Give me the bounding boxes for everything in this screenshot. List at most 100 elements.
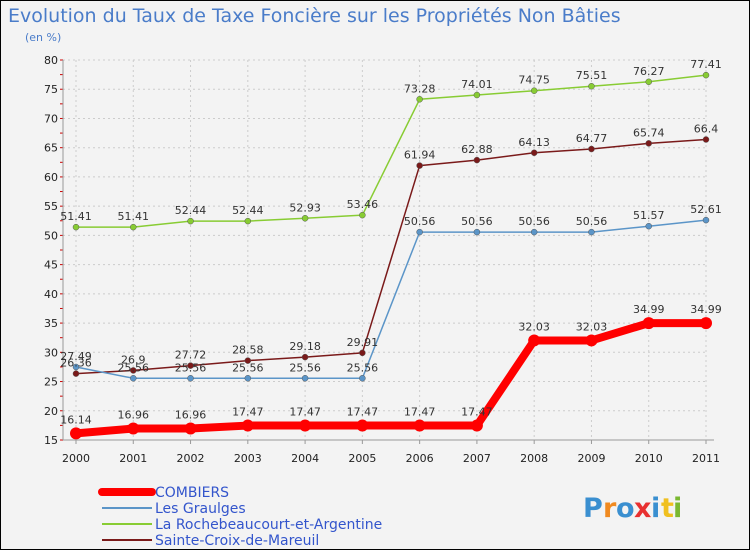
data-point-combiers	[642, 317, 655, 330]
y-tick-label: 45	[44, 259, 58, 272]
data-label-combiers: 17.47	[289, 406, 321, 419]
y-tick-label: 75	[44, 83, 58, 96]
data-point-les-graulges	[72, 363, 80, 371]
data-label-combiers: 16.14	[60, 413, 92, 426]
x-tick-label: 2003	[234, 452, 262, 465]
data-label-combiers: 17.47	[232, 406, 264, 419]
data-point-la-rochebeaucourt-et-argentine	[588, 82, 595, 90]
data-label-la-rochebeaucourt-et-argentine: 52.44	[175, 204, 207, 217]
data-label-sainte-croix-de-mareuil: 29.91	[347, 336, 379, 349]
data-point-les-graulges	[187, 375, 194, 382]
x-tick-label: 2008	[520, 452, 548, 465]
data-point-sainte-croix-de-mareuil	[130, 367, 137, 374]
x-tick-label: 2006	[406, 452, 434, 465]
series	[70, 71, 712, 440]
data-point-la-rochebeaucourt-et-argentine	[187, 217, 194, 225]
y-tick-label: 80	[44, 54, 58, 67]
data-label-la-rochebeaucourt-et-argentine: 74.75	[518, 74, 550, 87]
data-point-les-graulges	[130, 375, 137, 382]
data-point-la-rochebeaucourt-et-argentine	[702, 71, 710, 79]
data-label-les-graulges: 25.56	[347, 361, 379, 374]
data-label-sainte-croix-de-mareuil: 64.13	[518, 136, 550, 149]
data-label-la-rochebeaucourt-et-argentine: 51.41	[118, 210, 150, 223]
y-tick-label: 65	[44, 142, 58, 155]
data-label-sainte-croix-de-mareuil: 64.77	[576, 132, 608, 145]
data-label-combiers: 16.96	[175, 409, 207, 422]
data-point-sainte-croix-de-mareuil	[702, 136, 710, 143]
data-label-la-rochebeaucourt-et-argentine: 53.46	[347, 198, 379, 211]
logo-letter: i	[651, 493, 660, 524]
data-point-combiers	[299, 419, 312, 432]
x-tick-label: 2005	[348, 452, 376, 465]
data-label-sainte-croix-de-mareuil: 62.88	[461, 143, 493, 156]
logo-letter: r	[603, 493, 617, 524]
data-point-la-rochebeaucourt-et-argentine	[301, 215, 309, 222]
series-line-combiers	[75, 319, 706, 438]
data-point-les-graulges	[244, 375, 252, 382]
x-tick-label: 2004	[291, 452, 319, 465]
data-point-sainte-croix-de-mareuil	[187, 362, 194, 369]
data-point-combiers	[700, 317, 712, 330]
data-label-les-graulges: 25.56	[118, 361, 150, 374]
x-tick-label: 2007	[463, 452, 491, 465]
data-point-combiers	[241, 419, 254, 432]
data-point-la-rochebeaucourt-et-argentine	[473, 91, 481, 99]
series-line-la-rochebeaucourt-et-argentine	[76, 74, 707, 228]
data-point-sainte-croix-de-mareuil	[416, 162, 423, 169]
data-label-la-rochebeaucourt-et-argentine: 52.44	[232, 204, 264, 217]
series-line-sainte-croix-de-mareuil	[75, 138, 707, 375]
data-point-sainte-croix-de-mareuil	[301, 353, 309, 361]
data-point-la-rochebeaucourt-et-argentine	[416, 96, 423, 103]
data-point-combiers	[70, 427, 82, 440]
data-point-combiers	[470, 419, 483, 432]
x-tick-label: 2002	[177, 452, 205, 465]
data-labels: 51.41 51.41 52.44 52.44 52.93 53.46 73.28 74.01…	[60, 58, 722, 426]
data-point-la-rochebeaucourt-et-argentine	[72, 223, 80, 231]
logo-letter: x	[634, 493, 651, 524]
data-label-combiers: 17.47	[404, 406, 436, 419]
data-point-combiers	[585, 334, 598, 347]
data-point-la-rochebeaucourt-et-argentine	[645, 78, 652, 86]
series-line-les-graulges	[75, 219, 707, 380]
data-point-sainte-croix-de-mareuil	[645, 140, 652, 147]
x-tick-label: 2000	[62, 452, 90, 465]
data-point-combiers	[356, 419, 369, 432]
data-label-les-graulges: 25.56	[232, 361, 264, 374]
chart-subtitle: (en %)	[25, 31, 61, 44]
data-point-la-rochebeaucourt-et-argentine	[130, 223, 137, 231]
data-label-la-rochebeaucourt-et-argentine: 76.27	[633, 65, 665, 78]
data-label-combiers: 32.03	[576, 320, 608, 333]
data-point-combiers	[184, 422, 197, 435]
y-tick-label: 70	[44, 112, 58, 125]
axes: 15 20 25 30 35 40 45 50 55 60 65 70 75 80 2000 2001 2002…	[44, 54, 720, 465]
x-tick-label: 2010	[635, 452, 663, 465]
chart-title: Evolution du Taux de Taxe Foncière sur l…	[8, 5, 621, 27]
legend-label-les-graulges: Les Graulges	[155, 501, 246, 517]
logo-letter: o	[616, 493, 635, 524]
data-label-combiers: 34.99	[633, 303, 665, 316]
logo-letter: t	[661, 493, 674, 524]
data-point-sainte-croix-de-mareuil	[588, 145, 595, 153]
data-point-la-rochebeaucourt-et-argentine	[359, 211, 366, 219]
data-point-les-graulges	[645, 222, 652, 230]
y-tick-label: 35	[44, 317, 58, 330]
data-point-la-rochebeaucourt-et-argentine	[244, 217, 252, 225]
plot-area	[63, 60, 706, 440]
data-point-les-graulges	[588, 228, 595, 236]
data-label-les-graulges: 50.56	[404, 215, 436, 228]
y-tick-label: 55	[44, 200, 58, 213]
data-label-sainte-croix-de-mareuil: 65.74	[633, 126, 665, 139]
data-point-les-graulges	[702, 216, 710, 224]
data-label-sainte-croix-de-mareuil: 28.58	[232, 344, 264, 357]
data-label-les-graulges: 52.61	[690, 203, 722, 216]
data-label-sainte-croix-de-mareuil: 29.18	[289, 340, 321, 353]
data-label-sainte-croix-de-mareuil: 27.72	[175, 349, 207, 362]
data-point-les-graulges	[530, 228, 538, 236]
data-label-combiers: 17.47	[347, 406, 379, 419]
data-point-combiers	[528, 334, 541, 347]
y-tick-label: 40	[44, 288, 58, 301]
data-label-les-graulges: 51.57	[633, 209, 665, 222]
y-tick-label: 20	[44, 405, 58, 418]
data-label-les-graulges: 25.56	[289, 361, 321, 374]
